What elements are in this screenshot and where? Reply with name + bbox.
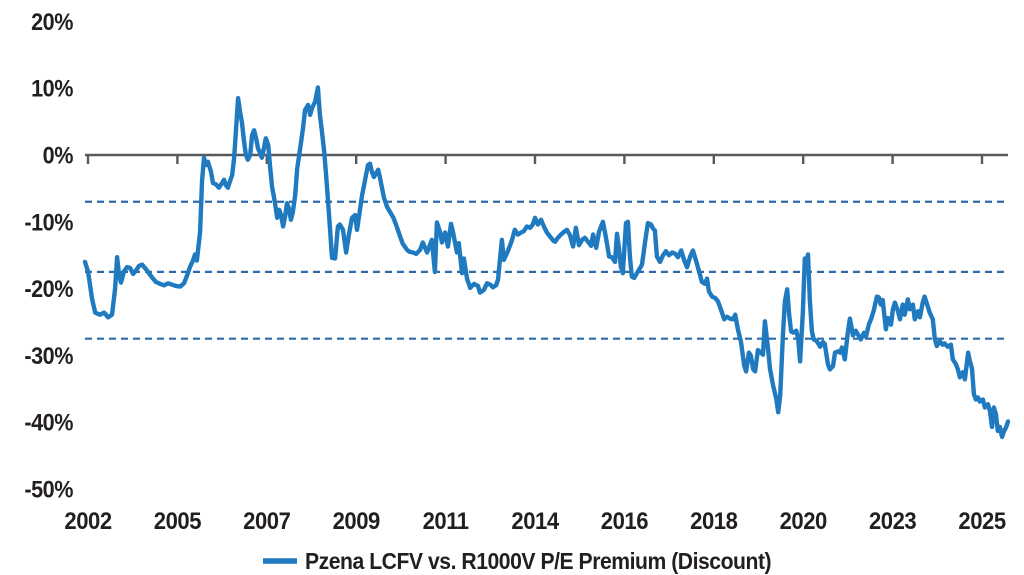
y-axis-tick-label: -40%: [24, 409, 73, 436]
y-axis-tick-label: -10%: [24, 208, 73, 235]
x-axis-tick-label: 2007: [243, 507, 290, 534]
x-axis-tick-label: 2025: [958, 507, 1006, 534]
y-axis-tick-label: 10%: [31, 75, 73, 102]
x-axis-tick-label: 2014: [511, 507, 559, 534]
premium-line: [82, 85, 1011, 440]
x-axis-tick-label: 2011: [423, 507, 470, 534]
y-axis-tick-label: -20%: [24, 275, 73, 302]
x-axis-tick-label: 2002: [64, 507, 111, 534]
x-axis-tick-label: 2009: [333, 507, 380, 534]
y-axis-tick-label: 0%: [43, 141, 73, 168]
y-axis-tick-label: 20%: [31, 8, 73, 35]
y-axis-tick-label: -30%: [24, 342, 73, 369]
x-axis-tick-label: 2005: [154, 507, 202, 534]
y-axis-tick-label: -50%: [24, 475, 73, 502]
x-axis-tick-label: 2023: [869, 507, 916, 534]
x-axis-tick-label: 2016: [601, 507, 648, 534]
x-axis-tick-label: 2018: [690, 507, 738, 534]
x-axis-tick-label: 2020: [780, 507, 827, 534]
legend-label: Pzena LCFV vs. R1000V P/E Premium (Disco…: [305, 548, 771, 574]
